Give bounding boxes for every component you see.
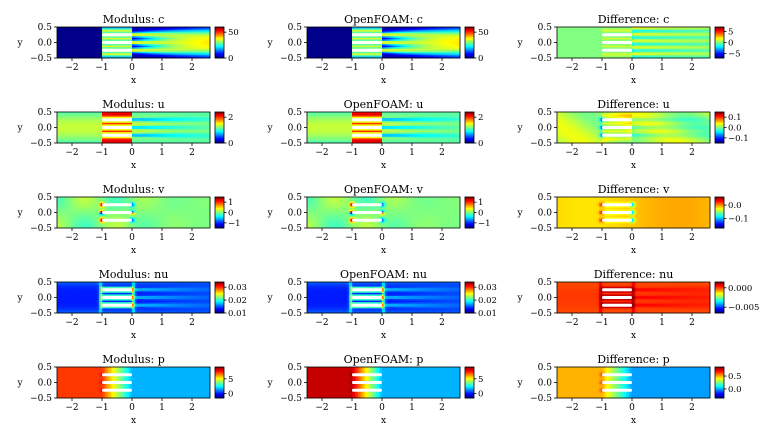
x-tick-label: −2 xyxy=(65,63,78,73)
x-tick-label: −1 xyxy=(95,63,108,73)
x-axis-label: x xyxy=(131,76,136,86)
y-tick-label: 0.5 xyxy=(38,23,53,33)
obstacle-fin-3 xyxy=(102,49,132,52)
obstacle-fin-1 xyxy=(102,33,132,36)
heatmap xyxy=(57,27,210,58)
colorbar-tick-label: 50 xyxy=(478,28,489,38)
y-tick-label: 0.0 xyxy=(38,39,53,49)
y-axis-label: y xyxy=(266,39,273,49)
y-axis-label: y xyxy=(16,39,23,49)
panel-c-diff: −2 −1 0 1 20.50.0−0.5xyDifference: c50−5 xyxy=(516,13,740,86)
x-tick-label: 1 xyxy=(409,63,415,73)
heatmap xyxy=(557,27,710,58)
x-tick-label: 0 xyxy=(379,63,385,73)
colorbar-tick-label: 0 xyxy=(478,54,483,64)
panel-c-ref: −2 −1 0 1 2 0.5 0.0 −0.5 x y OpenFOAM: c 50 0 xyxy=(266,13,488,86)
obstacle-fin-3 xyxy=(352,49,382,52)
panel-c-model: −2 −1 0 1 2 0.5 0.0 −0.5 x y Modulus: c 50 0 xyxy=(16,13,238,86)
panel-title: Modulus: c xyxy=(103,13,165,26)
y-tick-label: −0.5 xyxy=(30,54,52,64)
x-tick-label: 2 xyxy=(189,63,195,73)
obstacle-fin-2 xyxy=(102,41,132,44)
colorbar-tick-label: 50 xyxy=(228,28,239,38)
colorbar: 50 0 xyxy=(215,27,239,64)
x-axis-label: x xyxy=(381,76,386,86)
x-tick-label: 1 xyxy=(159,63,165,73)
obstacle-fin-1 xyxy=(352,33,382,36)
y-tick-label: 0.0 xyxy=(288,39,303,49)
x-tick-label: −1 xyxy=(345,63,358,73)
obstacle-fin-2 xyxy=(352,41,382,44)
x-tick-label: −2 xyxy=(315,63,328,73)
heatmap xyxy=(307,27,460,58)
y-tick-label: −0.5 xyxy=(280,54,302,64)
colorbar: 50 0 xyxy=(465,27,489,64)
colorbar-tick-label: 0 xyxy=(228,54,233,64)
panel-title: OpenFOAM: c xyxy=(344,13,423,26)
y-tick-label: 0.5 xyxy=(288,23,303,33)
x-tick-label: 0 xyxy=(129,63,135,73)
x-tick-label: 2 xyxy=(439,63,445,73)
